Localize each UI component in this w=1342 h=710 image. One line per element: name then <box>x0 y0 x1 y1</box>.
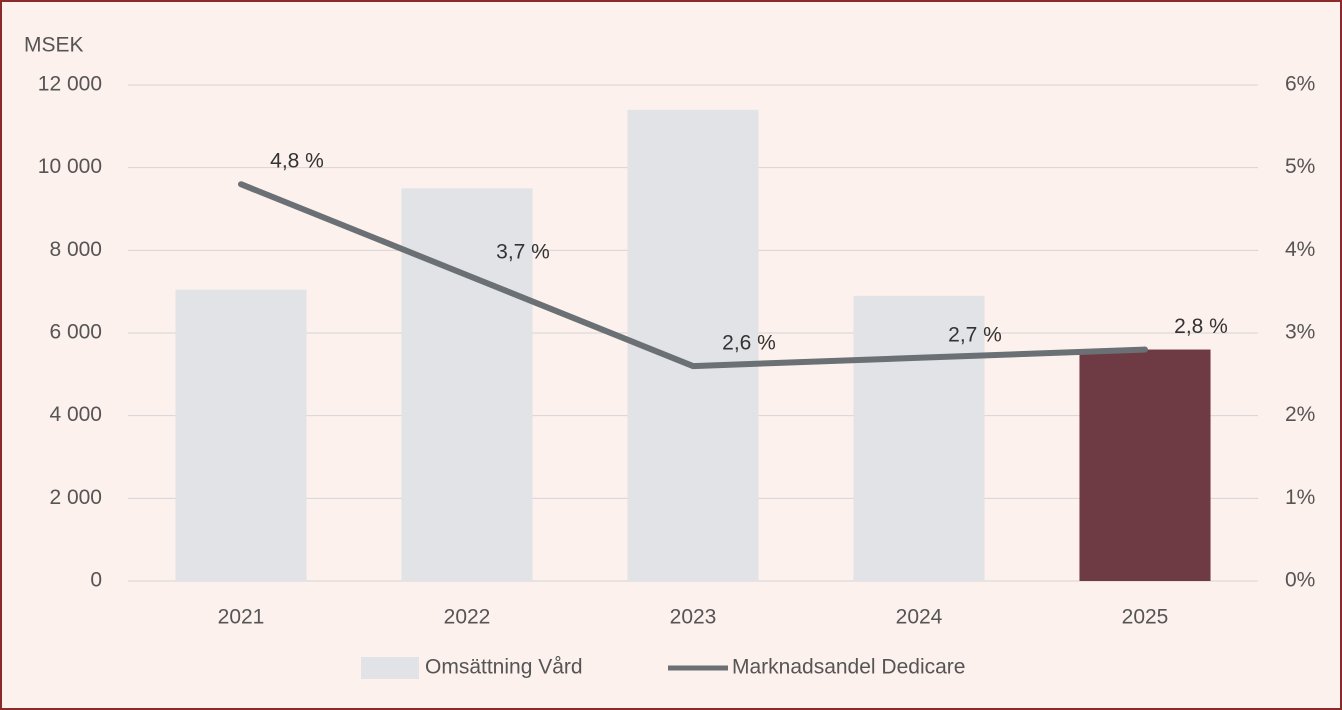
data-label: 2,8 % <box>1174 315 1228 338</box>
y-unit-label: MSEK <box>24 34 84 57</box>
data-label: 2,6 % <box>722 332 776 355</box>
data-label: 4,8 % <box>270 150 324 173</box>
y-tick-label: 6 000 <box>49 321 102 344</box>
bar <box>175 289 307 581</box>
legend-label: Omsättning Vård <box>425 656 583 679</box>
y2-tick-label: 6% <box>1285 73 1315 96</box>
y-tick-label: 2 000 <box>49 486 102 509</box>
bar <box>1079 349 1211 581</box>
legend-swatch <box>361 657 419 679</box>
y-tick-label: 8 000 <box>49 238 102 261</box>
x-tick-label: 2021 <box>218 606 265 629</box>
x-tick-label: 2023 <box>670 606 717 629</box>
bar <box>853 295 985 581</box>
x-tick-label: 2024 <box>896 606 943 629</box>
x-tick-label: 2022 <box>444 606 491 629</box>
y2-tick-label: 3% <box>1285 321 1315 344</box>
data-label: 2,7 % <box>948 323 1002 346</box>
y2-tick-label: 2% <box>1285 403 1315 426</box>
y2-tick-label: 4% <box>1285 238 1315 261</box>
y-tick-label: 0 <box>90 569 102 592</box>
y2-tick-label: 5% <box>1285 155 1315 178</box>
line <box>238 181 1148 370</box>
data-label: 3,7 % <box>496 241 550 264</box>
bar <box>401 188 533 582</box>
y2-tick-label: 1% <box>1285 486 1315 509</box>
y-tick-label: 12 000 <box>38 73 102 96</box>
x-tick-label: 2025 <box>1122 606 1169 629</box>
y-tick-label: 4 000 <box>49 403 102 426</box>
legend-label: Marknadsandel Dedicare <box>732 656 965 679</box>
y2-tick-label: 0% <box>1285 569 1315 592</box>
y-tick-label: 10 000 <box>38 155 102 178</box>
